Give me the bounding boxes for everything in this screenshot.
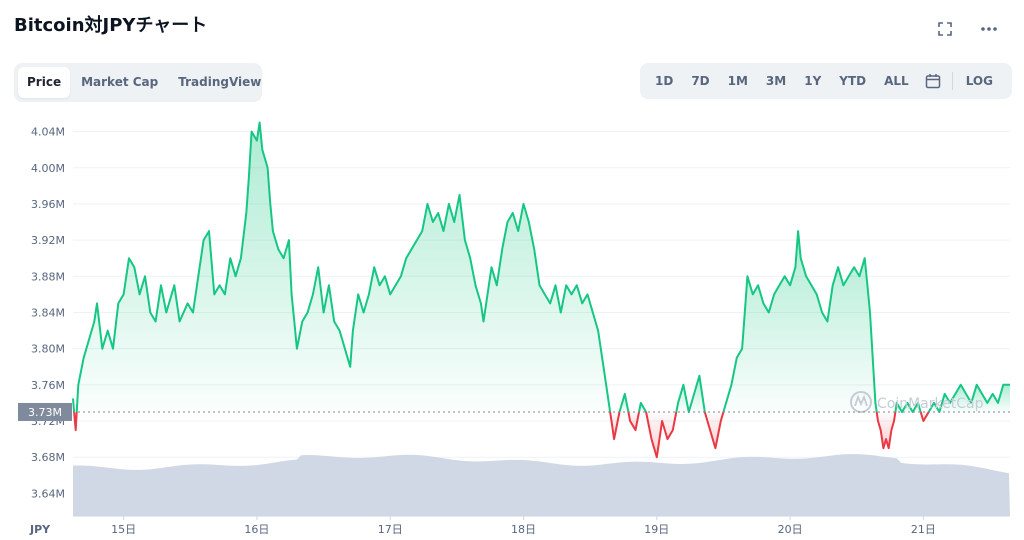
price-line-up (75, 121, 612, 413)
x-tick-label: 16日 (244, 523, 269, 536)
chart-title: Bitcoin対JPYチャート (14, 15, 208, 36)
y-tick-label: 3.92M (31, 234, 65, 247)
y-tick-label: 3.84M (31, 306, 65, 319)
expand-icon-glyph (938, 22, 952, 36)
volume-area (73, 454, 1010, 516)
y-tick-label: 3.96M (31, 198, 65, 211)
x-tick-label: 18日 (511, 523, 536, 536)
area-above-reference (928, 384, 1010, 412)
tab-price[interactable]: Price (18, 67, 71, 98)
x-tick-label: 17日 (378, 523, 403, 536)
price-fills (73, 122, 1010, 458)
area-below-reference (704, 411, 724, 449)
range-ytd[interactable]: YTD (839, 74, 867, 88)
price-line-up (72, 398, 76, 413)
tab-tradingview[interactable]: TradingView (178, 75, 262, 89)
watermark: CoinMarketCap (850, 391, 984, 413)
range-1m[interactable]: 1M (727, 74, 748, 88)
y-tick-label: 3.88M (31, 270, 65, 283)
y-tick-label: 4.04M (31, 126, 65, 139)
price-line-up (638, 401, 647, 413)
range-7d[interactable]: 7D (691, 74, 710, 88)
price-lines (72, 121, 1010, 459)
area-above-reference (723, 231, 877, 412)
x-tick-label: 20日 (778, 523, 803, 536)
price-line-down (645, 411, 678, 459)
x-tick-label: 19日 (644, 523, 669, 536)
calendar-icon-glyph (925, 74, 940, 89)
chart-type-tabs: Price Market Cap TradingView (14, 63, 262, 102)
range-3m[interactable]: 3M (765, 74, 787, 88)
y-tick-label: 3.64M (31, 487, 65, 500)
range-1y[interactable]: 1Y (804, 74, 822, 88)
time-range-tabs: 1D 7D 1M 3M 1Y YTD ALL LOG (640, 63, 1012, 99)
x-tick-label: 15日 (111, 523, 136, 536)
y-tick-label: 3.76M (31, 379, 65, 392)
tab-market-cap[interactable]: Market Cap (81, 75, 159, 89)
price-line-up (927, 383, 1010, 413)
price-line-up (894, 401, 922, 413)
price-line-down (875, 411, 897, 450)
more-icon-glyph (981, 27, 997, 31)
x-tick-label: 21日 (911, 523, 936, 536)
volume-shape (73, 454, 1010, 516)
price-line-down (919, 411, 930, 422)
calendar-icon[interactable] (918, 66, 948, 96)
y-tick-label: 3.80M (31, 343, 65, 356)
log-toggle[interactable]: LOG (965, 74, 993, 88)
y-tick-label: 3.68M (31, 451, 65, 464)
range-1d[interactable]: 1D (655, 74, 674, 88)
reference-label-box (18, 402, 72, 421)
price-line-down (73, 411, 78, 432)
price-line-down (627, 411, 640, 432)
watermark-text: CoinMarketCap (877, 396, 984, 412)
expand-icon[interactable] (932, 16, 958, 42)
price-line-down (609, 411, 621, 441)
price-line-up (618, 392, 630, 413)
y-tick-label: 4.00M (31, 162, 65, 175)
area-below-reference (876, 411, 896, 449)
divider (951, 72, 953, 90)
axes: 4.04M 4.00M 3.96M 3.92M 3.88M 3.84M 3.80M 3.76M… (18, 126, 1010, 536)
reference-label: 3.73M (28, 406, 62, 419)
price-line-down (703, 411, 725, 450)
price-line-up (722, 230, 878, 413)
currency-label: JPY (29, 523, 51, 536)
range-all[interactable]: ALL (884, 74, 909, 88)
area-above-reference (76, 122, 611, 412)
more-icon[interactable] (976, 16, 1002, 42)
